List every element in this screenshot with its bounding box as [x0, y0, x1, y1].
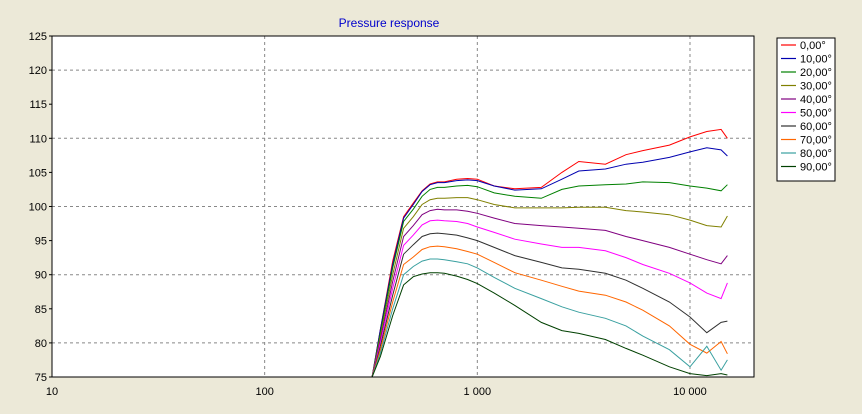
legend-box: [776, 37, 836, 182]
y-tick-label: 75: [35, 372, 47, 384]
legend-label: 60,00°: [800, 121, 832, 133]
series-line: [52, 208, 728, 378]
y-tick-label: 105: [29, 167, 47, 179]
y-tick-label: 120: [29, 65, 47, 77]
series-line: [52, 258, 728, 378]
series-line: [52, 219, 728, 378]
legend-label: 40,00°: [800, 94, 832, 106]
y-tick-label: 85: [35, 304, 47, 316]
y-tick-label: 125: [29, 31, 47, 43]
legend-label: 70,00°: [800, 135, 832, 147]
x-tick-label: 1 000: [464, 386, 492, 398]
x-tick-label: 100: [255, 386, 273, 398]
legend-label: 30,00°: [800, 81, 832, 93]
x-tick-label: 10: [46, 386, 58, 398]
legend-label: 80,00°: [800, 148, 832, 160]
series-line: [52, 181, 728, 378]
x-tick-label: 10 000: [673, 386, 707, 398]
y-tick-label: 95: [35, 236, 47, 248]
legend: 0,00° 10,00°20,00° 30,00°40,00° 50,00°60,00…: [776, 37, 836, 182]
chart-title: Pressure response: [339, 16, 440, 30]
y-tick-label: 115: [29, 99, 47, 111]
y-tick-label: 90: [35, 270, 47, 282]
legend-label: 0,00°: [800, 40, 826, 52]
legend-label: 90,00°: [800, 162, 832, 174]
series-line: [52, 272, 728, 378]
series-line: [52, 245, 728, 378]
legend-label: 20,00°: [800, 67, 832, 79]
legend-label: 10,00°: [800, 54, 832, 66]
series-line: [52, 128, 728, 378]
y-tick-label: 110: [29, 133, 47, 145]
series-layer: [52, 128, 728, 378]
y-tick-label: 80: [35, 338, 47, 350]
plot-frame: [51, 35, 755, 378]
legend-label: 50,00°: [800, 108, 832, 120]
axes: 10 100 1 000 10 000 75 80 85 90 95 100 105 110 115 12…: [29, 31, 755, 398]
series-line: [52, 232, 728, 378]
y-tick-label: 100: [29, 202, 47, 214]
series-line: [52, 197, 728, 378]
grid-lines: [52, 36, 754, 377]
series-line: [52, 147, 728, 378]
